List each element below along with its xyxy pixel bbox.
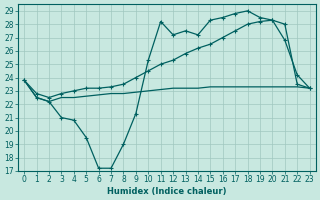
X-axis label: Humidex (Indice chaleur): Humidex (Indice chaleur): [107, 187, 227, 196]
